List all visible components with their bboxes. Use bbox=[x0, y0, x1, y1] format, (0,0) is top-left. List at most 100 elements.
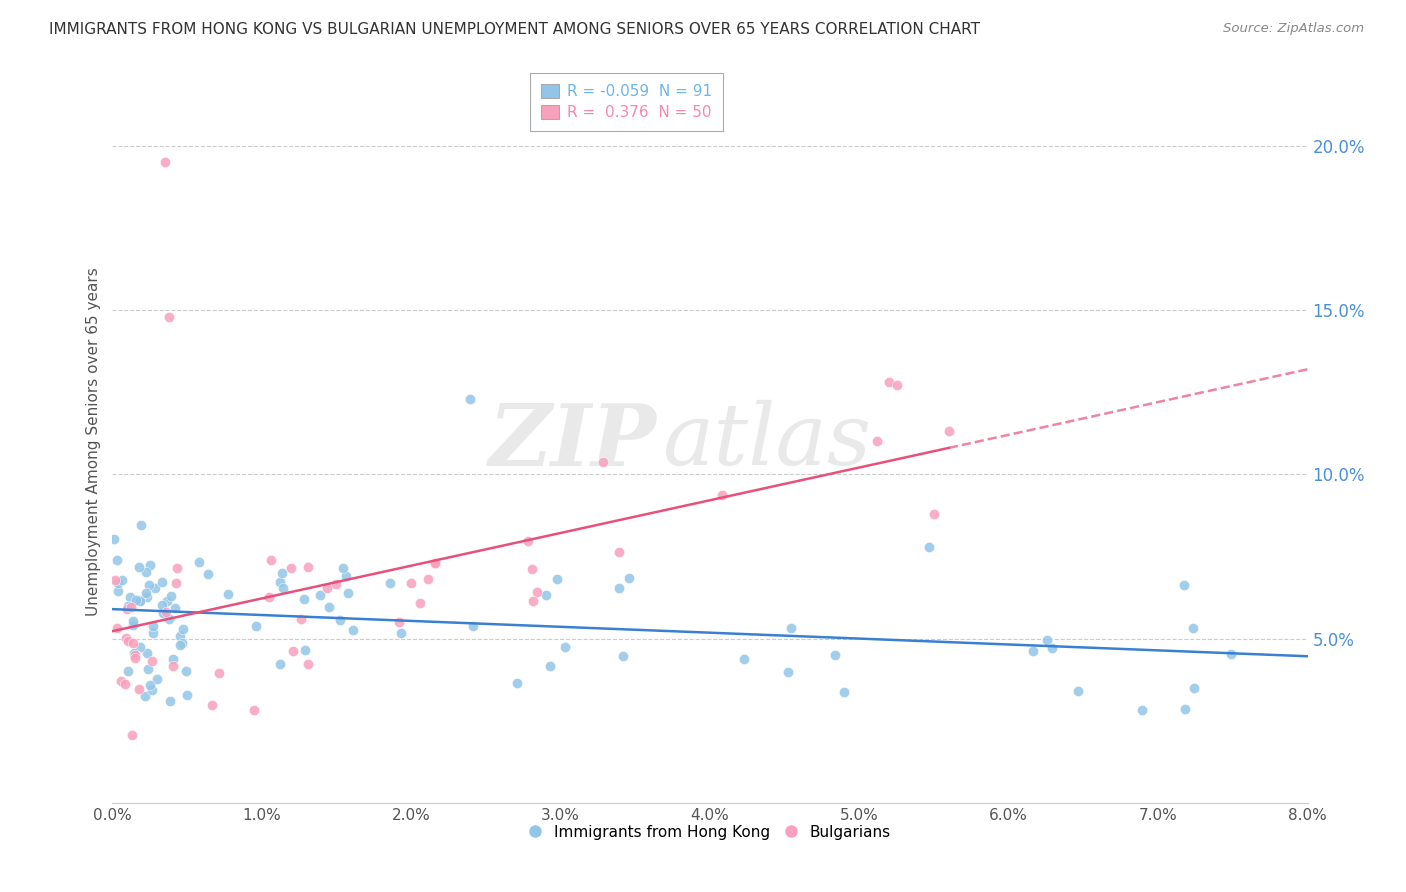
Point bbox=[157, 310, 180, 324]
Point bbox=[1181, 621, 1204, 635]
Point bbox=[520, 562, 543, 576]
Point bbox=[337, 585, 360, 599]
Point bbox=[607, 581, 630, 595]
Point bbox=[174, 664, 197, 678]
Point bbox=[152, 574, 174, 589]
Point bbox=[155, 594, 177, 608]
Point bbox=[117, 599, 139, 614]
Point bbox=[283, 644, 305, 658]
Point bbox=[922, 507, 945, 521]
Point bbox=[886, 377, 908, 392]
Point bbox=[141, 654, 163, 668]
Point bbox=[271, 581, 294, 595]
Point bbox=[125, 593, 148, 607]
Point bbox=[325, 576, 347, 591]
Point bbox=[169, 629, 191, 643]
Point bbox=[458, 392, 481, 406]
Point bbox=[139, 558, 162, 573]
Point bbox=[1036, 633, 1059, 648]
Point bbox=[107, 584, 129, 599]
Legend: Immigrants from Hong Kong, Bulgarians: Immigrants from Hong Kong, Bulgarians bbox=[523, 819, 897, 846]
Point bbox=[169, 639, 191, 653]
Point bbox=[824, 648, 846, 663]
Point bbox=[710, 488, 733, 502]
Point bbox=[201, 698, 224, 712]
Point bbox=[290, 612, 312, 626]
Point bbox=[135, 565, 157, 579]
Point bbox=[409, 597, 432, 611]
Y-axis label: Unemployment Among Seniors over 65 years: Unemployment Among Seniors over 65 years bbox=[86, 268, 101, 615]
Point bbox=[103, 532, 125, 546]
Point bbox=[128, 682, 150, 697]
Point bbox=[217, 587, 239, 601]
Point bbox=[1067, 683, 1090, 698]
Point bbox=[260, 553, 283, 567]
Point bbox=[329, 613, 352, 627]
Point bbox=[877, 376, 901, 390]
Point bbox=[269, 657, 291, 671]
Point bbox=[423, 556, 446, 570]
Point bbox=[865, 434, 887, 449]
Point bbox=[170, 636, 193, 650]
Text: ZIP: ZIP bbox=[488, 400, 657, 483]
Text: IMMIGRANTS FROM HONG KONG VS BULGARIAN UNEMPLOYMENT AMONG SENIORS OVER 65 YEARS : IMMIGRANTS FROM HONG KONG VS BULGARIAN U… bbox=[49, 22, 980, 37]
Point bbox=[135, 646, 157, 660]
Point bbox=[534, 588, 557, 602]
Point bbox=[938, 424, 960, 438]
Point bbox=[136, 590, 159, 604]
Point bbox=[380, 575, 402, 590]
Point bbox=[162, 652, 184, 666]
Point bbox=[526, 585, 548, 599]
Point bbox=[1173, 577, 1195, 591]
Point bbox=[146, 672, 169, 686]
Point bbox=[152, 606, 174, 620]
Point bbox=[188, 555, 211, 569]
Point bbox=[554, 640, 576, 654]
Point bbox=[135, 585, 157, 599]
Point bbox=[155, 605, 177, 619]
Point bbox=[121, 728, 143, 742]
Point bbox=[461, 619, 484, 633]
Point bbox=[107, 575, 129, 590]
Point bbox=[139, 678, 162, 692]
Point bbox=[243, 702, 266, 716]
Point bbox=[150, 598, 173, 612]
Point bbox=[141, 682, 163, 697]
Point bbox=[423, 556, 446, 570]
Point bbox=[270, 566, 292, 581]
Point bbox=[111, 573, 134, 587]
Point bbox=[124, 648, 146, 662]
Point bbox=[538, 658, 561, 673]
Point bbox=[118, 590, 141, 604]
Point bbox=[832, 684, 855, 698]
Point bbox=[136, 663, 159, 677]
Point bbox=[269, 574, 291, 589]
Point bbox=[122, 614, 145, 628]
Point bbox=[315, 581, 337, 595]
Point bbox=[143, 581, 166, 595]
Point bbox=[257, 590, 280, 604]
Point bbox=[505, 676, 527, 690]
Point bbox=[129, 594, 152, 608]
Point bbox=[318, 600, 340, 615]
Point bbox=[607, 544, 630, 558]
Point bbox=[142, 619, 165, 633]
Text: Source: ZipAtlas.com: Source: ZipAtlas.com bbox=[1223, 22, 1364, 36]
Point bbox=[208, 666, 231, 681]
Point bbox=[110, 674, 132, 689]
Point bbox=[612, 649, 634, 664]
Point bbox=[917, 541, 939, 555]
Point bbox=[335, 568, 357, 582]
Point bbox=[117, 634, 139, 648]
Point bbox=[294, 643, 316, 657]
Point bbox=[197, 566, 219, 581]
Point bbox=[245, 619, 267, 633]
Point bbox=[124, 651, 146, 665]
Point bbox=[157, 612, 180, 626]
Point bbox=[546, 572, 568, 586]
Point bbox=[166, 560, 188, 574]
Point bbox=[117, 664, 139, 678]
Point bbox=[122, 636, 145, 650]
Point bbox=[1022, 644, 1045, 658]
Point bbox=[297, 560, 319, 574]
